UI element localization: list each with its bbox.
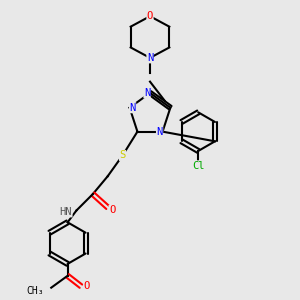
Text: N: N [144, 88, 150, 98]
Text: S: S [119, 150, 126, 161]
Text: HN: HN [59, 207, 72, 217]
Text: O: O [147, 11, 153, 21]
Text: N: N [147, 53, 153, 63]
Text: N: N [157, 127, 163, 136]
Text: N: N [130, 103, 136, 113]
Text: CH₃: CH₃ [26, 286, 44, 296]
Text: O: O [109, 206, 115, 215]
Text: O: O [84, 281, 90, 291]
Text: Cl: Cl [192, 161, 205, 171]
